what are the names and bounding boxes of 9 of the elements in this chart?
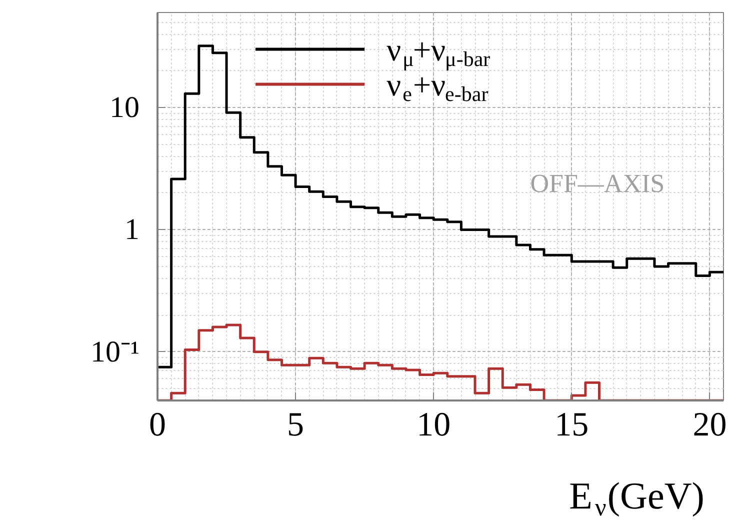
y-tick-label: 10⁻¹ — [90, 335, 140, 368]
x-tick-label: 20 — [692, 406, 727, 444]
x-tick-label: 5 — [287, 406, 304, 444]
x-tick-label: 0 — [149, 406, 166, 444]
x-tick-label: 10 — [416, 406, 451, 444]
y-tick-label: 10 — [110, 91, 140, 124]
x-tick-label: 15 — [554, 406, 589, 444]
y-tick-label: 1 — [124, 213, 140, 246]
annotation: OFF—AXIS — [530, 168, 665, 198]
